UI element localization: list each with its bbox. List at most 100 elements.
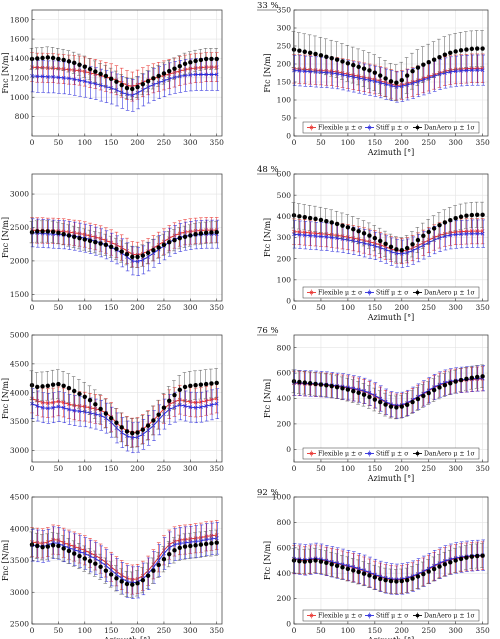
data-point	[103, 568, 109, 573]
axes-frame	[31, 9, 223, 137]
data-point	[464, 47, 469, 52]
data-point	[45, 229, 51, 234]
data-point	[203, 56, 209, 62]
data-point	[313, 381, 318, 387]
data-point	[109, 568, 114, 572]
data-point	[40, 400, 45, 405]
data-point	[104, 563, 108, 568]
data-point	[56, 538, 61, 543]
panel-5: 0 50 100 150 200 250 300 350 3000 3500 4000 4500 500…	[1, 331, 224, 473]
legend: Flexible μ ± σ Stiff μ ± σ DanAero μ ± 1σ	[302, 447, 480, 460]
x-tick-label: 100	[78, 303, 93, 312]
data-point	[114, 79, 119, 84]
data-point	[114, 576, 119, 581]
data-point	[193, 543, 198, 548]
axes-frame	[31, 173, 223, 302]
data-point	[345, 387, 351, 392]
data-point	[167, 407, 172, 412]
data-point	[307, 381, 313, 386]
data-point	[361, 571, 367, 576]
data-point	[453, 558, 458, 563]
data-point	[61, 67, 66, 71]
data-point	[372, 70, 378, 75]
data-point	[88, 71, 92, 75]
series-3	[291, 543, 485, 594]
series-3	[291, 30, 485, 101]
data-point	[177, 64, 182, 69]
data-point	[35, 540, 40, 545]
data-point	[172, 75, 177, 80]
data-point	[313, 51, 318, 57]
x-tick-label: 350	[210, 303, 225, 312]
data-point	[480, 68, 485, 72]
data-point	[146, 428, 150, 433]
data-point	[93, 235, 98, 240]
data-point	[361, 392, 367, 397]
legend-label: Stiff μ ± σ	[376, 613, 409, 620]
y-tick-label: 0	[286, 132, 291, 141]
data-point	[82, 394, 87, 399]
data-point	[40, 544, 45, 550]
data-point	[340, 386, 345, 391]
data-point	[410, 248, 415, 253]
data-point	[51, 66, 55, 71]
data-point	[182, 384, 188, 390]
data-point	[313, 231, 318, 236]
data-point	[351, 568, 356, 573]
data-point	[394, 251, 399, 256]
data-point	[140, 253, 146, 258]
data-point	[72, 551, 77, 556]
legend: Flexible μ ± σ Stiff μ ± σ DanAero μ ± 1σ	[302, 121, 480, 134]
data-point	[61, 400, 66, 405]
data-point	[72, 234, 77, 240]
data-point	[40, 55, 45, 61]
y-tick-label: 50	[281, 114, 291, 123]
data-point	[40, 384, 45, 389]
data-point	[203, 541, 209, 547]
data-point	[167, 236, 172, 241]
data-point	[378, 245, 383, 250]
data-point	[182, 61, 188, 66]
data-point	[114, 88, 119, 92]
x-tick-label: 50	[316, 464, 326, 473]
panel-3: 0 50 100 150 200 250 300 350 1500 2000 2500 3000 Fnc…	[1, 173, 225, 312]
plot-area	[32, 174, 222, 301]
data-point	[108, 415, 114, 421]
data-point	[119, 249, 124, 254]
y-tick-label: 400	[277, 394, 292, 403]
data-point	[378, 576, 383, 582]
data-point	[108, 572, 114, 577]
series-line	[293, 554, 483, 580]
data-point	[475, 553, 480, 559]
data-point	[421, 233, 426, 239]
data-point	[302, 380, 307, 385]
data-point	[372, 393, 377, 398]
y-axis-label: Ftc [N/m]	[263, 541, 272, 580]
data-point	[88, 411, 92, 415]
data-point	[464, 213, 469, 218]
data-point	[56, 381, 61, 387]
data-point	[162, 551, 166, 556]
data-point	[214, 65, 219, 70]
data-point	[135, 435, 140, 440]
data-point	[432, 74, 436, 79]
data-point	[421, 76, 426, 81]
data-point	[453, 69, 458, 74]
legend-label: DanAero μ ± 1σ	[424, 613, 475, 620]
data-point	[302, 559, 307, 564]
data-point	[329, 56, 334, 61]
x-tick-label: 250	[422, 138, 437, 147]
data-point	[188, 60, 193, 65]
legend-swatch-marker	[309, 290, 314, 295]
data-point	[297, 232, 302, 237]
data-point	[378, 243, 383, 247]
data-point	[437, 564, 442, 569]
y-tick-label: 1200	[10, 73, 29, 82]
y-tick-label: 3500	[10, 556, 29, 565]
data-point	[372, 394, 377, 398]
data-point	[394, 579, 399, 584]
x-tick-label: 0	[30, 464, 35, 473]
y-tick-label: 600	[277, 170, 292, 179]
y-tick-label: 0	[286, 620, 291, 629]
x-tick-label: 100	[341, 138, 356, 147]
